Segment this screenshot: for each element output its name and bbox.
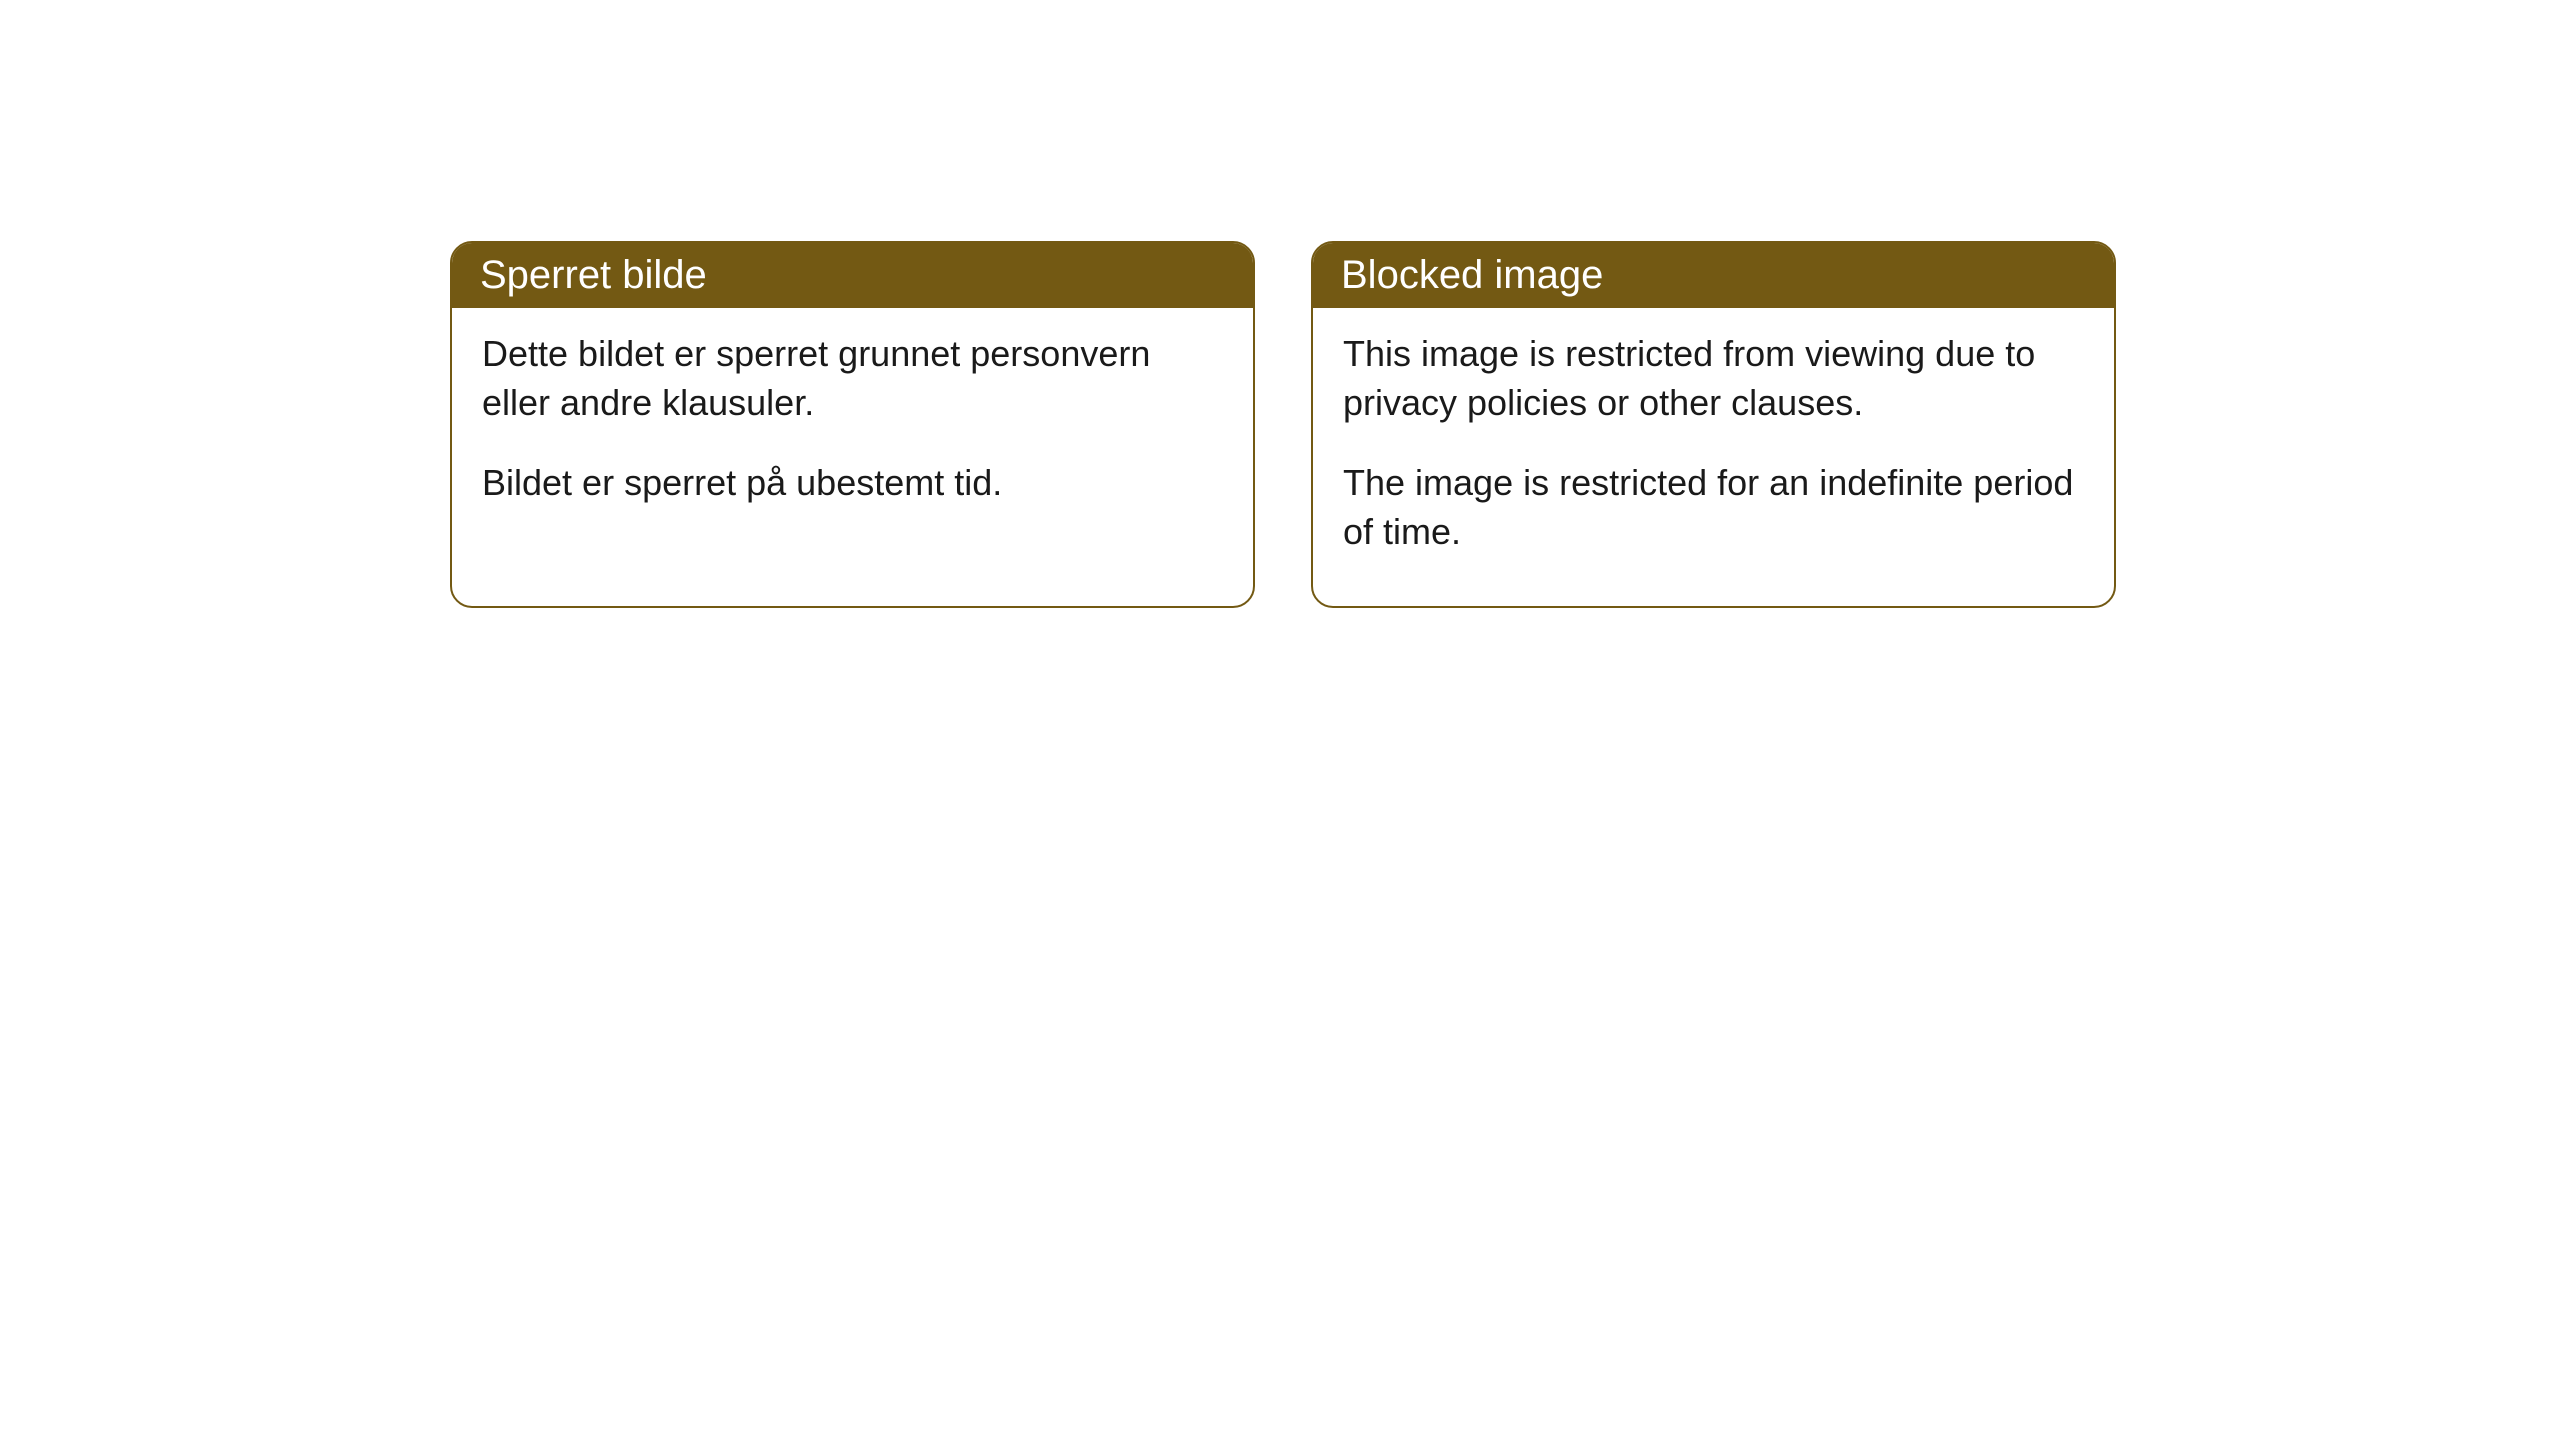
card-body-english: This image is restricted from viewing du… bbox=[1313, 308, 2114, 606]
card-title-english: Blocked image bbox=[1341, 253, 1603, 297]
blocked-image-card-norwegian: Sperret bilde Dette bildet er sperret gr… bbox=[450, 241, 1255, 608]
card-header-english: Blocked image bbox=[1313, 243, 2114, 308]
card-body-norwegian: Dette bildet er sperret grunnet personve… bbox=[452, 308, 1253, 558]
card-header-norwegian: Sperret bilde bbox=[452, 243, 1253, 308]
card-paragraph-2-norwegian: Bildet er sperret på ubestemt tid. bbox=[482, 459, 1223, 508]
cards-container: Sperret bilde Dette bildet er sperret gr… bbox=[450, 241, 2116, 608]
blocked-image-card-english: Blocked image This image is restricted f… bbox=[1311, 241, 2116, 608]
card-paragraph-2-english: The image is restricted for an indefinit… bbox=[1343, 459, 2084, 556]
card-paragraph-1-english: This image is restricted from viewing du… bbox=[1343, 330, 2084, 427]
card-title-norwegian: Sperret bilde bbox=[480, 253, 707, 297]
card-paragraph-1-norwegian: Dette bildet er sperret grunnet personve… bbox=[482, 330, 1223, 427]
